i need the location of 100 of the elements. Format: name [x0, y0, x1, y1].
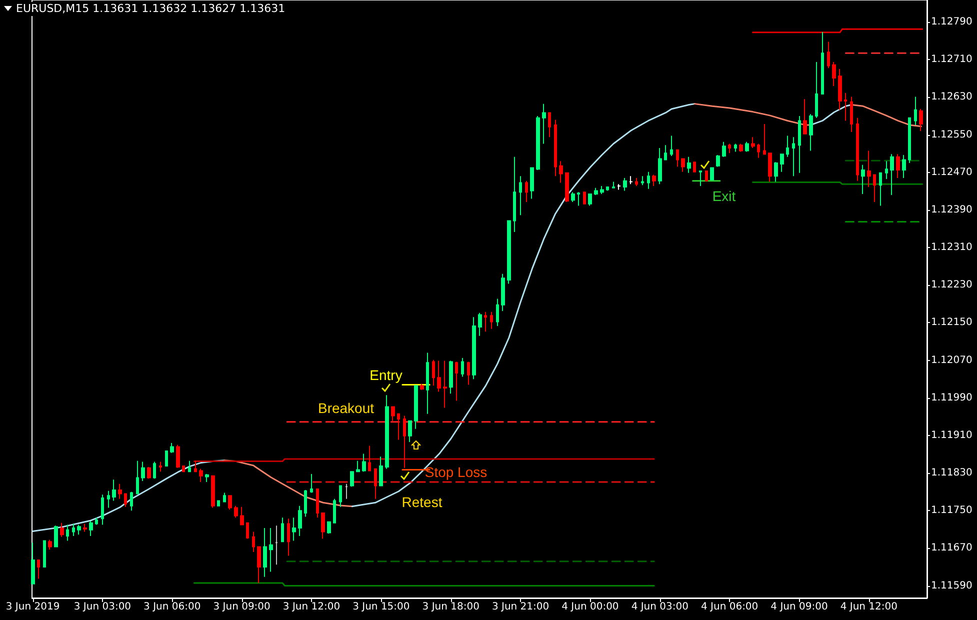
x-tick-label: 3 Jun 03:00: [74, 602, 132, 612]
candlestick: [536, 116, 540, 171]
line-series: [32, 460, 226, 532]
candlestick: [809, 114, 813, 152]
x-tick-label: 4 Jun 00:00: [562, 602, 619, 612]
annotation: Retest: [402, 494, 442, 510]
candlestick: [705, 170, 708, 182]
candlestick: [77, 524, 81, 536]
line-series: [694, 103, 812, 126]
y-tick-label: 1.11830: [931, 468, 972, 479]
candlestick: [89, 520, 93, 536]
candlestick: [507, 220, 511, 284]
candlestick: [780, 154, 784, 172]
candlestick: [316, 488, 319, 518]
y-tick-label: 1.11670: [931, 542, 972, 554]
candlestick: [66, 524, 69, 542]
candlestick: [861, 164, 865, 195]
candlestick: [774, 162, 778, 182]
candlestick: [141, 461, 145, 482]
y-tick-label: 1.11910: [931, 430, 972, 441]
candlestick: [472, 316, 476, 380]
y-tick-label: 1.12230: [931, 280, 972, 291]
candlestick: [827, 41, 830, 69]
y-tick-label: 1.11590: [931, 580, 972, 592]
x-tick-label: 4 Jun 03:00: [631, 602, 688, 612]
x-tick-label: 4 Jun 06:00: [700, 602, 758, 612]
candlestick: [118, 483, 122, 500]
candlestick: [867, 150, 871, 188]
candlestick: [594, 187, 598, 196]
candlestick: [182, 466, 185, 472]
y-tick-label: 1.12710: [931, 54, 972, 66]
candlestick: [269, 528, 273, 572]
candlestick: [443, 360, 447, 408]
candlestick: [670, 135, 673, 156]
candlestick: [739, 143, 743, 152]
candlestick: [379, 456, 383, 486]
candlestick: [130, 491, 133, 512]
candlestick: [496, 298, 499, 327]
candlestick: [681, 158, 685, 172]
candlestick: [786, 135, 789, 158]
annotation: Entry: [370, 367, 402, 383]
candlestick: [693, 162, 696, 172]
candlestick: [902, 154, 906, 179]
candlestick: [583, 192, 586, 204]
line-series: [850, 104, 922, 128]
x-tick-label: 3 Jun 18:00: [422, 602, 480, 612]
candlestick: [652, 174, 656, 187]
candlestick: [48, 539, 52, 550]
candlestick: [838, 68, 842, 110]
candlestick: [432, 359, 435, 386]
candlestick: [565, 172, 569, 202]
candlestick: [751, 136, 755, 148]
candlestick: [333, 498, 336, 524]
candlestick: [554, 119, 557, 177]
candlestick: [211, 475, 215, 508]
candlestick: [397, 413, 400, 440]
y-tick-label: 1.11750: [931, 505, 972, 516]
candlestick: [919, 108, 923, 132]
y-tick-label: 1.12550: [931, 129, 972, 140]
candlestick: [710, 167, 714, 180]
candlestick: [228, 495, 232, 510]
candlestick: [420, 383, 424, 390]
candlestick: [763, 124, 766, 155]
candlestick: [281, 517, 284, 542]
candlestick: [339, 485, 342, 508]
candlestick: [252, 531, 255, 552]
candlestick: [530, 167, 534, 200]
candlestick: [292, 517, 296, 542]
y-tick-label: 1.12630: [931, 92, 972, 103]
candlestick: [612, 181, 615, 188]
x-tick-label: 4 Jun 09:00: [770, 602, 828, 612]
candlestick: [159, 461, 162, 472]
line-series: [224, 460, 353, 508]
candlestick: [559, 160, 563, 184]
candlestick: [449, 360, 453, 394]
candlestick: [165, 450, 168, 466]
candlestick: [635, 178, 638, 187]
annotation: Stop Loss: [424, 464, 488, 480]
candlestick: [722, 141, 726, 158]
candlestick: [403, 415, 406, 468]
candlestick: [188, 460, 191, 472]
x-tick-label: 3 Jun 21:00: [492, 602, 550, 612]
candlestick: [275, 525, 278, 566]
candlestick: [629, 176, 633, 185]
y-tick-label: 1.12470: [931, 166, 972, 178]
x-tick-label: 3 Jun 15:00: [352, 602, 410, 612]
candlestick: [606, 186, 609, 192]
candlestick: [176, 444, 180, 468]
candlestick: [501, 273, 505, 312]
candlestick: [31, 542, 35, 584]
candlestick: [885, 160, 888, 180]
candlestick: [879, 172, 882, 206]
candlestick: [72, 523, 75, 536]
candlestick: [850, 96, 853, 132]
candlestick: [647, 171, 650, 190]
candlestick: [815, 62, 818, 118]
candlestick: [426, 352, 429, 414]
candlestick: [199, 468, 203, 482]
candlestick: [478, 312, 482, 336]
chart-title: EURUSD,M15 1.13631 1.13632 1.13627 1.13631: [16, 2, 286, 15]
